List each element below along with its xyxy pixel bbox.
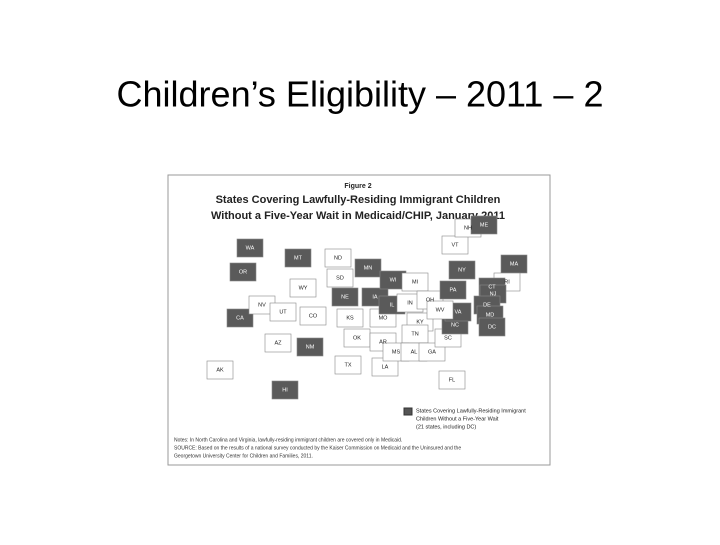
state-label: CO — [309, 313, 318, 319]
state — [206, 360, 234, 380]
state-label: AR — [379, 339, 387, 345]
state-label: OR — [239, 269, 247, 275]
state — [284, 248, 312, 268]
state — [354, 258, 382, 278]
state-label: PA — [450, 287, 457, 293]
state — [264, 333, 292, 353]
state — [478, 317, 506, 337]
state-label: TN — [411, 331, 418, 337]
state-label: MA — [510, 261, 519, 267]
state — [226, 308, 254, 328]
state-label: MO — [379, 315, 389, 321]
slide-title: Children’s Eligibility – 2011 – 2 — [117, 74, 604, 115]
state-label: UT — [279, 309, 287, 315]
state-label: OK — [353, 335, 361, 341]
state-label: WY — [299, 285, 308, 291]
state-label: IN — [407, 300, 413, 306]
state — [438, 370, 466, 390]
state-label: MD — [486, 312, 495, 318]
state-label: NJ — [490, 291, 497, 297]
state — [426, 300, 454, 320]
state — [439, 280, 467, 300]
state-label: CT — [488, 284, 496, 290]
state-label: MT — [294, 255, 303, 261]
state-label: MS — [392, 349, 401, 355]
state-label: ME — [480, 222, 489, 228]
state-label: NC — [451, 322, 459, 328]
state-label: AL — [411, 349, 418, 355]
state-label: DE — [483, 302, 491, 308]
legend-text: States Covering Lawfully-Residing Immigr… — [416, 408, 526, 414]
state-label: MI — [412, 279, 419, 285]
state — [401, 272, 429, 292]
state — [448, 260, 476, 280]
state-label: NY — [458, 267, 466, 273]
state — [299, 306, 327, 326]
state-label: WV — [436, 307, 445, 313]
state — [336, 308, 364, 328]
legend-text: Children Without a Five-Year Wait — [416, 416, 499, 422]
state-label: KY — [416, 319, 424, 325]
state-label: WI — [390, 277, 397, 283]
state — [229, 262, 257, 282]
state — [269, 302, 297, 322]
state — [418, 342, 446, 362]
state-label: IL — [390, 302, 395, 308]
state — [271, 380, 299, 400]
state-label: NE — [341, 294, 349, 300]
state-label: KS — [346, 315, 354, 321]
state — [289, 278, 317, 298]
state — [470, 215, 498, 235]
state-label: NV — [258, 302, 266, 308]
state — [334, 355, 362, 375]
state-label: SD — [336, 275, 344, 281]
figure-label: Figure 2 — [344, 183, 371, 190]
figure-heading: States Covering Lawfully-Residing Immigr… — [216, 194, 501, 206]
state-label: CA — [236, 315, 244, 321]
state-label: HI — [282, 387, 288, 393]
state-label: TX — [344, 362, 351, 368]
state — [324, 248, 352, 268]
note: Georgetown University Center for Childre… — [174, 453, 313, 459]
state-label: ND — [334, 255, 342, 261]
state-label: DC — [488, 324, 496, 330]
figure-heading: Without a Five-Year Wait in Medicaid/CHI… — [211, 210, 505, 222]
state — [296, 337, 324, 357]
legend-swatch — [403, 407, 413, 416]
note: Notes: In North Carolina and Virginia, l… — [174, 437, 402, 443]
note: SOURCE: Based on the results of a nation… — [174, 445, 461, 451]
state-label: WA — [246, 245, 255, 251]
state-label: AK — [216, 367, 224, 373]
state — [236, 238, 264, 258]
state — [331, 287, 359, 307]
state-label: VT — [451, 242, 459, 248]
state-label: IA — [372, 294, 378, 300]
state-label: VA — [455, 309, 462, 315]
map: WA OR CA NV MT WY UT AZ NM CO ND SD NE KS OK TX MN IA MO AR… — [206, 215, 528, 400]
state-label: GA — [428, 349, 436, 355]
state-label: FL — [449, 377, 455, 383]
state-label: AZ — [274, 340, 282, 346]
state-label: RI — [504, 279, 510, 285]
state-label: SC — [444, 335, 452, 341]
state-label: OH — [426, 297, 434, 303]
state-label: NM — [306, 344, 315, 350]
state-label: NH — [464, 225, 472, 231]
state-label: MN — [364, 265, 373, 271]
state — [326, 268, 354, 288]
state-label: LA — [382, 364, 389, 370]
legend-text: (21 states, including DC) — [416, 424, 476, 430]
